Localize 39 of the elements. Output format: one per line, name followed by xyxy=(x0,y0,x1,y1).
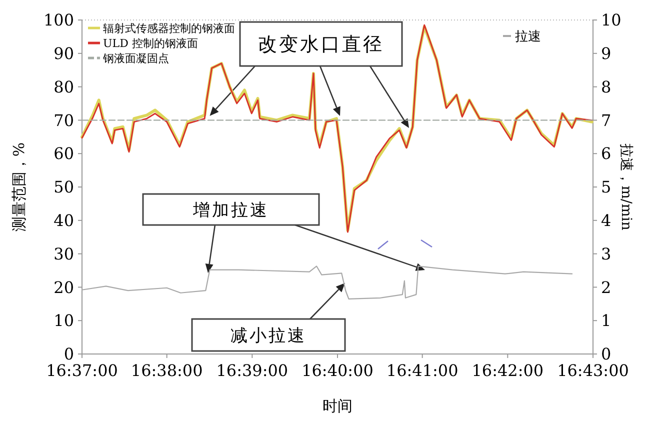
y2-tick-label: 1 xyxy=(601,311,612,330)
legend-label: 拉速 xyxy=(515,30,541,45)
x-tick-label: 16:42:00 xyxy=(472,361,544,380)
x-tick-label: 16:40:00 xyxy=(302,361,374,380)
x-tick-label: 16:43:00 xyxy=(557,361,629,380)
y2-tick-label: 10 xyxy=(601,10,622,30)
y-tick-label: 70 xyxy=(54,110,74,130)
legend-label: ULD 控制的钢液面 xyxy=(103,36,198,50)
y-tick-label: 40 xyxy=(54,211,74,230)
y2-tick-label: 5 xyxy=(601,178,612,197)
x-tick-label: 16:39:00 xyxy=(216,361,288,380)
annotation: 改变水口直径 xyxy=(258,34,384,56)
x-tick-label: 16:38:00 xyxy=(130,361,203,380)
y-tick-label: 20 xyxy=(54,278,74,297)
y2-tick-label: 6 xyxy=(601,144,612,164)
y2-tick-label: 2 xyxy=(601,278,612,297)
annotation: 减小拉速 xyxy=(230,326,306,346)
y2-tick-label: 9 xyxy=(601,44,612,63)
y-tick-label: 10 xyxy=(54,311,74,330)
y-tick-label: 50 xyxy=(54,178,74,197)
y-tick-label: 90 xyxy=(54,44,74,63)
x-tick-label: 16:41:00 xyxy=(386,361,458,380)
y2-tick-label: 4 xyxy=(601,211,612,230)
y2-tick-label: 7 xyxy=(601,110,612,130)
y2-tick-label: 3 xyxy=(601,244,612,264)
y-tick-label: 60 xyxy=(54,144,74,164)
x-tick-label: 16:37:00 xyxy=(46,361,118,380)
y2-axis-title: 拉速，m/min xyxy=(618,144,634,230)
y-tick-label: 80 xyxy=(54,77,74,96)
y2-tick-label: 8 xyxy=(601,77,612,96)
y-axis-title: 测量范围，% xyxy=(10,142,28,232)
legend-label: 钢液面凝固点 xyxy=(102,52,169,65)
y-tick-label: 100 xyxy=(43,10,74,30)
y-tick-label: 30 xyxy=(54,244,74,264)
annotation: 增加拉速 xyxy=(192,200,269,220)
x-axis-title: 时间 xyxy=(322,397,352,415)
y2-tick-label: 0 xyxy=(601,344,612,364)
legend-label: 辐射式传感器控制的钢液面 xyxy=(103,22,235,35)
y-tick-label: 0 xyxy=(64,344,74,364)
